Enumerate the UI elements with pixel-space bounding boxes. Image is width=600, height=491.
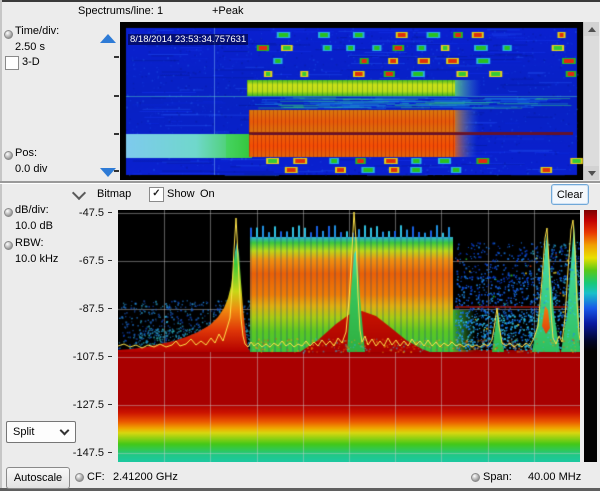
y-axis-tick [108,356,112,357]
y-axis-tick [108,404,112,405]
rbw-label: RBW: [15,237,44,249]
arrow-up-icon [587,26,596,32]
clear-button[interactable]: Clear [551,184,589,205]
spectrum-display[interactable] [118,210,580,462]
time-div-value[interactable]: 2.50 s [15,41,45,53]
db-div-knob-icon[interactable] [4,208,13,217]
time-axis-tick [114,95,119,97]
detector-mode-label[interactable]: +Peak [212,5,244,17]
scroll-up-button[interactable] [584,22,599,36]
view-mode-select[interactable]: Split [6,421,76,443]
span-value[interactable]: 40.00 MHz [528,471,582,483]
spectrogram-display[interactable]: 8/18/2014 23:53:34.757631 [120,22,583,180]
show-state-value: On [200,188,215,200]
time-axis-tick [114,170,119,172]
y-axis-label: -67.5 [78,255,104,267]
y-axis-tick [108,308,112,309]
time-div-label: Time/div: [15,25,60,37]
spectrums-per-line-label: Spectrums/line: [78,5,154,17]
window-left-border [0,0,2,491]
view-mode-value: Split [13,426,35,438]
spectrogram-bottom-marker-icon[interactable] [100,168,116,177]
y-axis-label: -87.5 [78,303,104,315]
chevron-down-icon [59,425,70,436]
chevron-down-icon[interactable] [71,185,87,201]
show-checkbox[interactable] [149,187,164,202]
y-axis-tick [108,260,112,261]
spectrum-canvas[interactable] [118,210,580,462]
show-label: Show [167,188,195,200]
time-axis-tick [114,133,119,135]
intensity-colorbar [584,210,597,462]
y-axis-label: -147.5 [72,447,104,459]
window-bottom-border [0,488,600,491]
rbw-knob-icon[interactable] [4,241,13,250]
spectrogram-top-marker-icon[interactable] [100,34,116,43]
cf-knob-icon[interactable] [75,473,84,482]
threed-label: 3-D [22,56,40,68]
time-axis-tick [114,56,119,58]
y-axis-tick [108,452,112,453]
rbw-value[interactable]: 10.0 kHz [15,253,59,265]
span-label: Span: [483,471,512,483]
y-axis-label: -47.5 [78,207,104,219]
cf-value[interactable]: 2.41200 GHz [113,471,178,483]
span-knob-icon[interactable] [471,473,480,482]
y-axis-tick [108,212,112,213]
db-div-label: dB/div: [15,204,49,216]
y-axis-label: -107.5 [72,351,104,363]
panel-divider [0,181,600,184]
pos-label: Pos: [15,147,38,159]
cf-label: CF: [87,471,105,483]
window-top-border [0,0,600,2]
pos-knob-icon[interactable] [4,151,13,160]
spectrums-per-line-value[interactable]: 1 [157,5,164,17]
y-axis-label: -127.5 [72,399,104,411]
time-div-knob-icon[interactable] [4,30,13,39]
spectrogram-scrollbar[interactable] [583,22,599,180]
pos-value[interactable]: 0.0 div [15,163,48,175]
scroll-down-button[interactable] [584,166,599,180]
autoscale-button[interactable]: Autoscale [6,467,70,489]
arrow-down-icon [587,170,596,176]
bitmap-title: Bitmap [97,188,132,200]
threed-checkbox[interactable] [5,56,19,70]
spectrogram-canvas[interactable] [120,22,583,180]
db-div-value[interactable]: 10.0 dB [15,220,53,232]
spectrogram-timestamp: 8/18/2014 23:53:34.757631 [128,34,249,45]
